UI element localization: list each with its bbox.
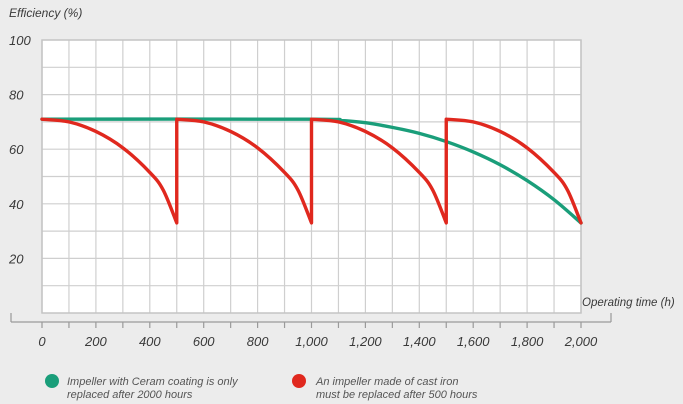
legend-marker bbox=[292, 374, 306, 388]
x-tick-label: 2,000 bbox=[564, 334, 598, 349]
y-tick-labels: 20 40 60 80 100 bbox=[8, 33, 31, 266]
x-tick-label: 200 bbox=[84, 334, 107, 349]
x-tick-label: 1,000 bbox=[295, 334, 328, 349]
x-tick-label: 0 bbox=[38, 334, 46, 349]
x-tick-label: 600 bbox=[193, 334, 215, 349]
y-tick-label: 40 bbox=[9, 197, 24, 212]
y-tick-label: 20 bbox=[8, 251, 24, 266]
x-tick-label: 1,600 bbox=[457, 334, 490, 349]
series-line-cast-iron bbox=[40, 117, 583, 225]
y-tick-label: 60 bbox=[9, 142, 24, 157]
legend-label: An impeller made of cast iron must be rep… bbox=[315, 376, 478, 401]
y-axis-title: Efficiency (%) bbox=[9, 6, 82, 20]
plot-border bbox=[41, 39, 582, 314]
x-axis-title: Operating time (h) bbox=[582, 297, 675, 309]
x-tick-label: 800 bbox=[247, 334, 269, 349]
x-tick-label: 400 bbox=[139, 334, 161, 349]
legend-label: Impeller with Ceram coating is only repla… bbox=[67, 376, 239, 401]
x-axis: 0 200 400 600 800 1,000 1,200 1,400 1,600 1,800 2,… bbox=[10, 313, 612, 349]
x-tick-label: 1,800 bbox=[511, 334, 544, 349]
x-tick-label: 1,400 bbox=[403, 334, 436, 349]
legend: Impeller with Ceram coating is only repla… bbox=[45, 374, 478, 401]
y-tick-label: 100 bbox=[9, 33, 31, 48]
data-series bbox=[40, 117, 583, 225]
legend-marker bbox=[45, 374, 59, 388]
y-tick-label: 80 bbox=[9, 88, 24, 103]
x-tick-label: 1,200 bbox=[349, 334, 382, 349]
